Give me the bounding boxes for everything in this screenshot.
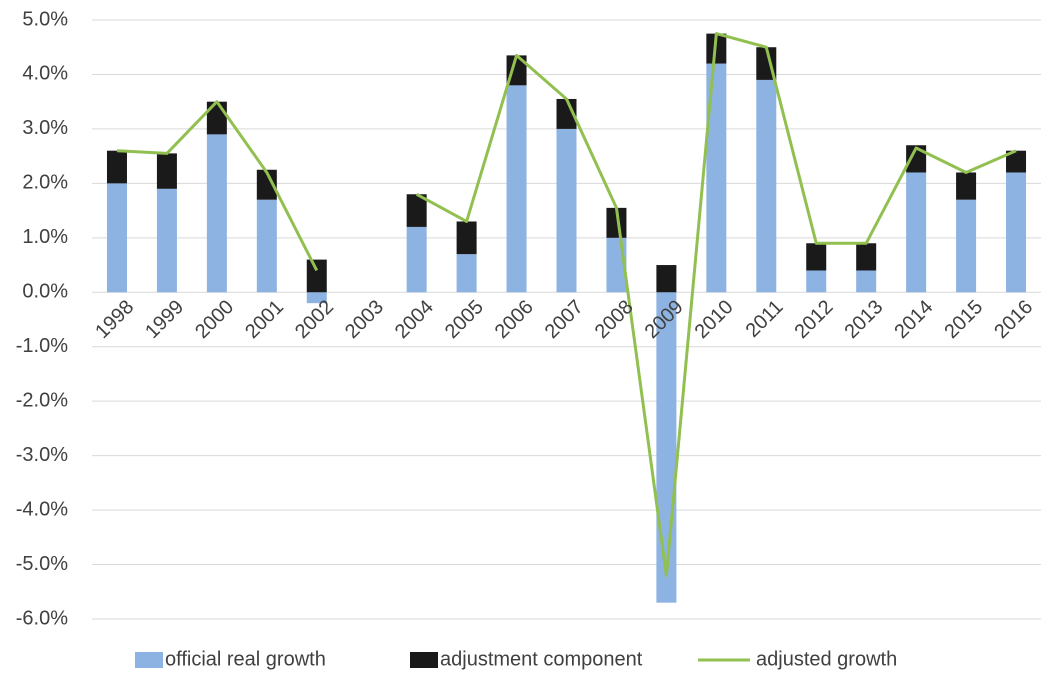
bar (206, 134, 227, 293)
y-tick-label: 3.0% (22, 117, 68, 139)
bar (256, 169, 277, 200)
x-tick-label: 2004 (391, 296, 438, 343)
x-tick-label: 2000 (191, 296, 238, 343)
bar (456, 254, 477, 293)
bar (606, 207, 627, 238)
x-tick-label: 2015 (940, 296, 987, 343)
bar (156, 153, 177, 189)
x-tick-label: 1998 (91, 296, 138, 343)
bar (406, 194, 427, 227)
legend-label: adjusted growth (756, 648, 897, 670)
x-tick-label: 2010 (691, 296, 738, 343)
bar (856, 243, 877, 271)
x-tick-label: 1999 (141, 296, 188, 343)
y-tick-label: -4.0% (16, 498, 68, 520)
bar (1006, 172, 1027, 293)
x-tick-label: 2014 (890, 296, 937, 343)
bar (256, 199, 277, 293)
line (116, 32, 1017, 577)
bar (456, 221, 477, 255)
y-tick-label: 2.0% (22, 172, 68, 194)
bar (806, 243, 827, 271)
y-tick-label: 4.0% (22, 63, 68, 85)
bar (406, 226, 427, 293)
x-tick-label: 2016 (990, 296, 1037, 343)
legend-label: adjustment component (440, 648, 643, 670)
y-tick-label: -3.0% (16, 444, 68, 466)
bar (206, 101, 227, 135)
bar (106, 183, 127, 293)
bar (706, 63, 727, 293)
bar (556, 128, 577, 293)
x-tick-label: 2003 (341, 296, 388, 343)
y-tick-label: -2.0% (16, 389, 68, 411)
x-tick-label: 2013 (840, 296, 887, 343)
x-tick-label: 2001 (241, 296, 288, 343)
bar (656, 265, 677, 293)
bar (956, 199, 977, 293)
bar (506, 85, 527, 293)
legend-swatch (410, 652, 438, 668)
bar (806, 270, 827, 293)
bar (306, 259, 327, 293)
legend-swatch (135, 652, 163, 668)
bar (956, 172, 977, 200)
y-tick-label: -5.0% (16, 553, 68, 575)
legend-label: official real growth (165, 648, 326, 670)
bar (106, 150, 127, 184)
x-tick-label: 2007 (541, 296, 588, 343)
bar (756, 79, 777, 293)
x-tick-label: 2005 (441, 296, 488, 343)
y-tick-label: -1.0% (16, 335, 68, 357)
x-tick-label: 2012 (790, 296, 837, 343)
x-tick-label: 2011 (742, 296, 788, 342)
y-tick-label: -6.0% (16, 607, 68, 629)
y-tick-label: 5.0% (22, 8, 68, 30)
bar (856, 270, 877, 293)
x-tick-label: 2006 (491, 296, 538, 343)
y-tick-label: 1.0% (22, 226, 68, 248)
bar (1006, 150, 1027, 173)
x-tick-label: 2002 (291, 296, 338, 343)
bar (156, 188, 177, 293)
bar (906, 172, 927, 293)
y-tick-label: 0.0% (22, 281, 68, 303)
bar (306, 292, 327, 304)
bar (506, 55, 527, 86)
